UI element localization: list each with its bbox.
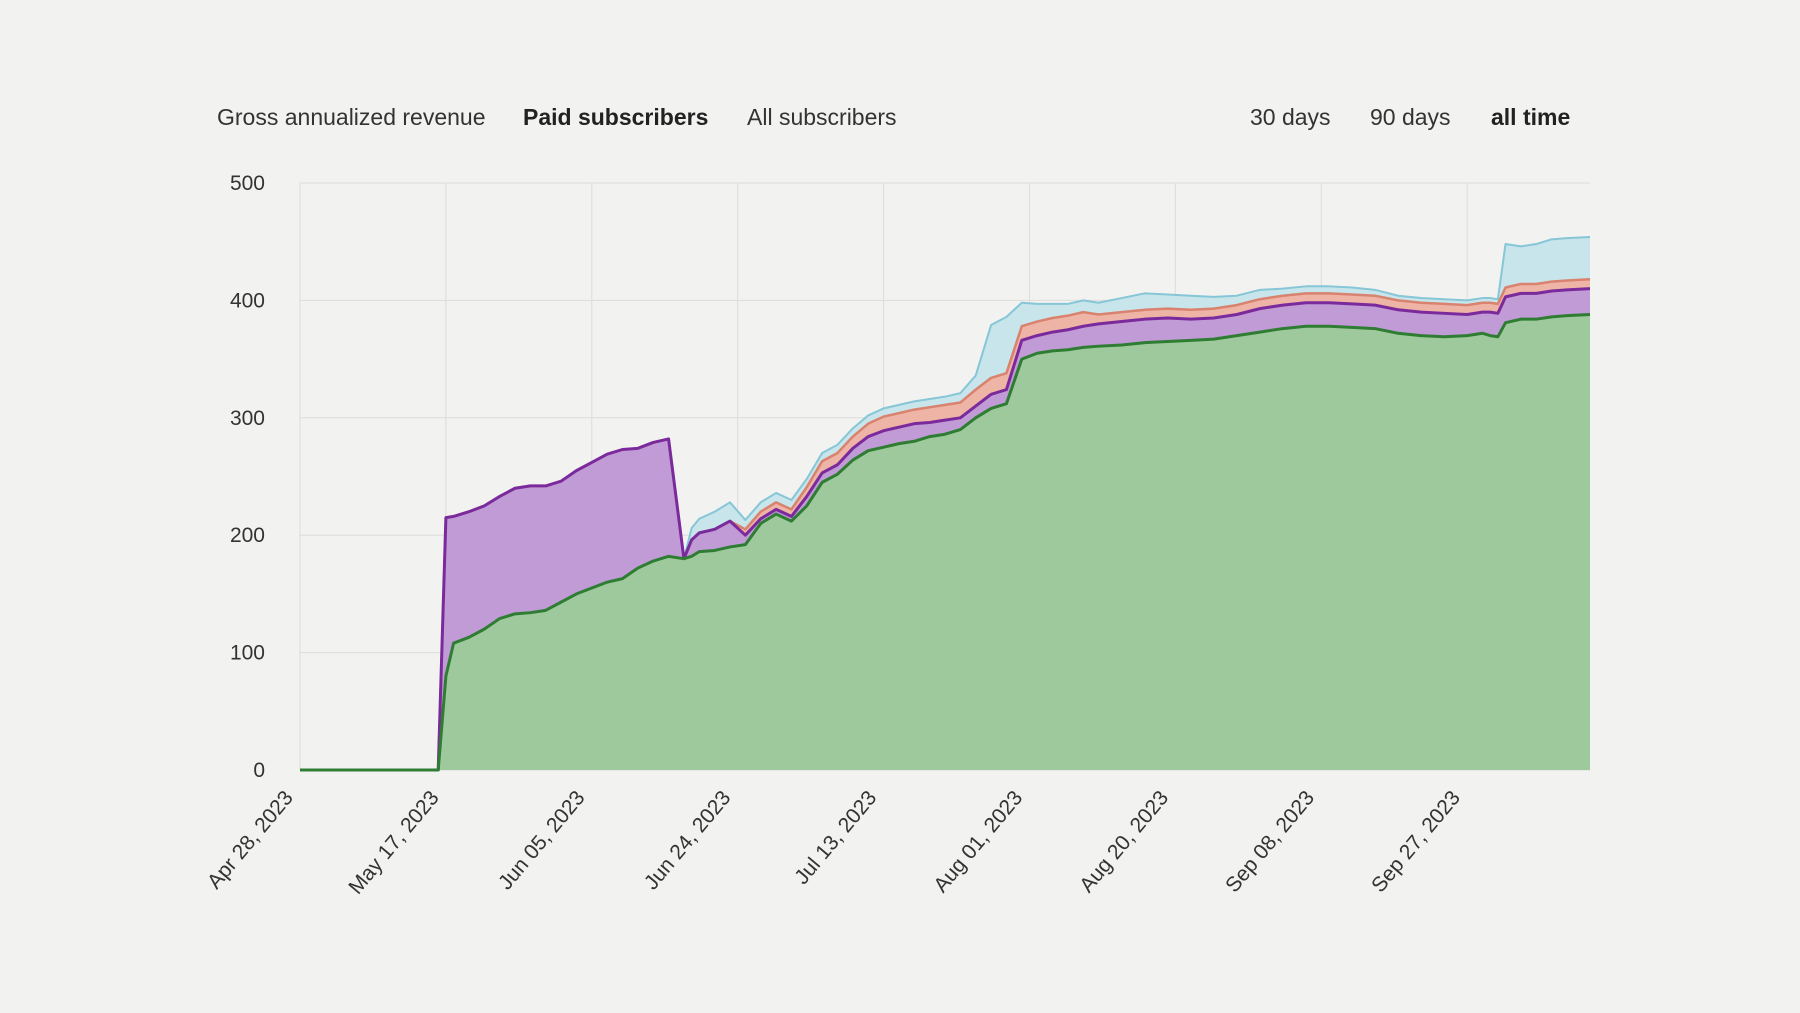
line-purple: [300, 287, 1591, 772]
x-tick-label: Jun 05, 2023: [494, 786, 590, 894]
series-lines: [300, 236, 1591, 772]
tab-paid-subscribers[interactable]: Paid subscribers: [523, 104, 709, 130]
stacked-areas: [300, 237, 1590, 770]
y-tick-label: 0: [253, 759, 265, 782]
x-tick-label: Apr 28, 2023: [203, 786, 298, 893]
tab-bar: Gross annualized revenue Paid subscriber…: [0, 0, 1800, 160]
area-purple: [300, 288, 1590, 770]
tab-gross-annualized-revenue[interactable]: Gross annualized revenue: [217, 104, 486, 130]
x-axis: Apr 28, 2023 May 17, 2023 Jun 05, 2023 Jun …: [203, 786, 1465, 898]
y-tick-label: 300: [230, 407, 265, 430]
tab-all-time[interactable]: all time: [1491, 104, 1571, 130]
y-tick-label: 400: [230, 289, 265, 312]
y-tick-label: 100: [230, 642, 265, 665]
y-axis: 0 100 200 300 400 500: [230, 172, 265, 782]
x-tick-label: Sep 08, 2023: [1221, 786, 1319, 897]
area-green: [300, 314, 1590, 770]
y-tick-label: 500: [230, 172, 265, 195]
x-tick-label: Jul 13, 2023: [790, 786, 881, 888]
tab-30-days[interactable]: 30 days: [1250, 104, 1331, 130]
tab-all-subscribers[interactable]: All subscribers: [747, 104, 897, 130]
x-tick-label: Sep 27, 2023: [1367, 786, 1465, 897]
x-tick-label: Aug 01, 2023: [929, 786, 1027, 897]
x-tick-label: Aug 20, 2023: [1075, 786, 1173, 897]
x-tick-label: Jun 24, 2023: [640, 786, 736, 894]
y-tick-label: 200: [230, 524, 265, 547]
x-tick-label: May 17, 2023: [344, 786, 443, 898]
line-green: [300, 312, 1591, 772]
tab-90-days[interactable]: 90 days: [1370, 104, 1451, 130]
